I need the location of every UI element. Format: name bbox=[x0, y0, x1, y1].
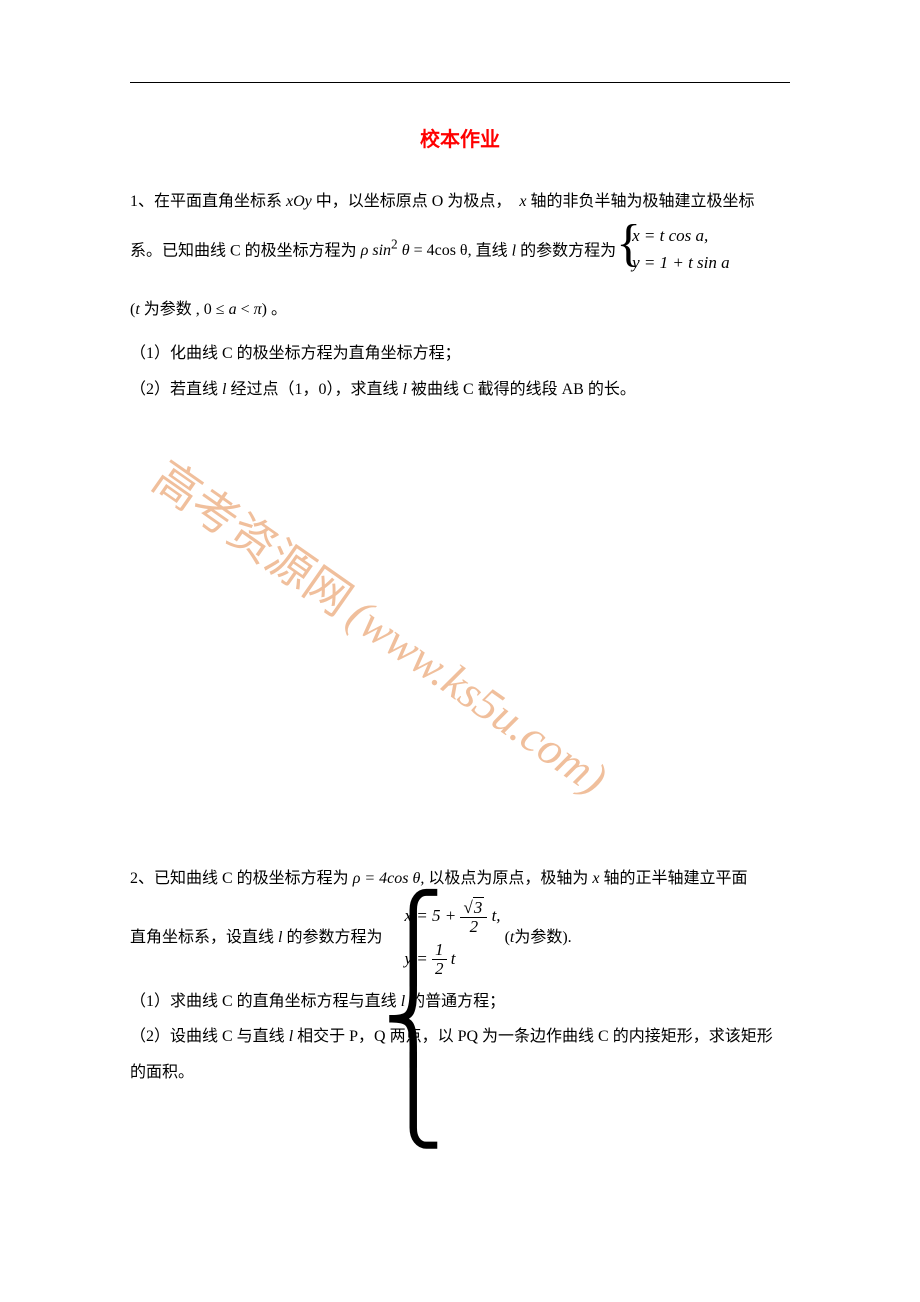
q1-sub1: （1）化曲线 C 的极坐标方程为直角坐标方程； bbox=[130, 336, 790, 371]
left-brace: ⎧⎨⎩ bbox=[382, 897, 444, 1143]
q2-stem-line1: 2、已知曲线 C 的极坐标方程为 ρ = 4cos θ, 以极点为原点，极轴为 … bbox=[130, 859, 790, 899]
q2-stem-line2: 直角坐标系，设直线 l 的参数方程为 ⎧⎨⎩ x = 5 + 32 t, y =… bbox=[130, 899, 790, 978]
q1-stem-line2: 系。已知曲线 C 的极坐标方程为 ρ sin2 θ = 4cos θ, 直线 l… bbox=[130, 222, 790, 276]
math-a: a bbox=[229, 301, 237, 318]
text: 被曲线 C 截得的线段 AB 的长。 bbox=[407, 381, 636, 398]
text: 中，以坐标原点 O 为极点， bbox=[312, 193, 512, 210]
text: 为参数 , 0 ≤ bbox=[144, 301, 229, 318]
top-horizontal-rule bbox=[130, 82, 790, 83]
q1-sub2: （2）若直线 l 经过点（1，0），求直线 l 被曲线 C 截得的线段 AB 的… bbox=[130, 372, 790, 407]
text: （2）若直线 bbox=[130, 381, 222, 398]
q2-sub1: （1）求曲线 C 的直角坐标方程与直线 l 的普通方程； bbox=[130, 984, 790, 1019]
math-l: l bbox=[508, 242, 520, 259]
math-t: t bbox=[135, 301, 143, 318]
math-polar-eq2: ρ = 4cos θ, bbox=[353, 870, 425, 887]
sup: 2 bbox=[391, 237, 398, 252]
eq-x: x = t cos a, bbox=[632, 226, 708, 245]
text: 相交于 P，Q 两点，以 PQ 为一条边作曲线 C 的内接矩形，求该矩形 bbox=[293, 1028, 773, 1045]
eq-y: y = 1 + t sin a bbox=[632, 253, 730, 272]
text: 以极点为原点，极轴为 bbox=[424, 870, 592, 887]
q2-param-equations: ⎧⎨⎩ x = 5 + 32 t, y = 12 t bbox=[382, 899, 500, 978]
text: （2）设曲线 C 与直线 bbox=[130, 1028, 289, 1045]
math-pi: π bbox=[254, 301, 262, 318]
q1-param-equations: { x = t cos a, y = 1 + t sin a bbox=[616, 222, 730, 276]
text: ) 。 bbox=[262, 301, 287, 318]
text: 轴的正半轴建立平面 bbox=[599, 870, 747, 887]
text: 轴的非负半轴为极轴建立极坐标 bbox=[526, 193, 754, 210]
q1-stem-line1: 1、在平面直角坐标系 xOy 中，以坐标原点 O 为极点， x 轴的非负半轴为极… bbox=[130, 182, 790, 222]
frac-sqrt3-2: 32 bbox=[460, 899, 487, 936]
text: 经过点（1，0），求直线 bbox=[226, 381, 402, 398]
math-xoy: xOy bbox=[286, 193, 312, 210]
page-title: 校本作业 bbox=[130, 123, 790, 152]
text: 直角坐标系，设直线 bbox=[130, 929, 278, 946]
math-polar-eq: ρ sin2 θ = 4cos θ, bbox=[361, 242, 472, 259]
q2-sub2-line1: （2）设曲线 C 与直线 l 相交于 P，Q 两点，以 PQ 为一条边作曲线 C… bbox=[130, 1019, 790, 1054]
text: 1、在平面直角坐标系 bbox=[130, 193, 286, 210]
q2-sub2-line2: 的面积。 bbox=[130, 1055, 790, 1090]
q1-stem-line3: (t 为参数 , 0 ≤ a < π) 。 bbox=[130, 290, 790, 330]
text: 的参数方程为 bbox=[282, 929, 382, 946]
text: < bbox=[237, 301, 254, 318]
left-brace: { bbox=[616, 218, 641, 270]
text: 的参数方程为 bbox=[520, 242, 616, 259]
text: （1）求曲线 C 的直角坐标方程与直线 bbox=[130, 993, 401, 1010]
text: 为参数). bbox=[514, 929, 571, 946]
text: 2、已知曲线 C 的极坐标方程为 bbox=[130, 870, 353, 887]
text: 系。已知曲线 C 的极坐标方程为 bbox=[130, 242, 361, 259]
text: 直线 bbox=[472, 242, 508, 259]
